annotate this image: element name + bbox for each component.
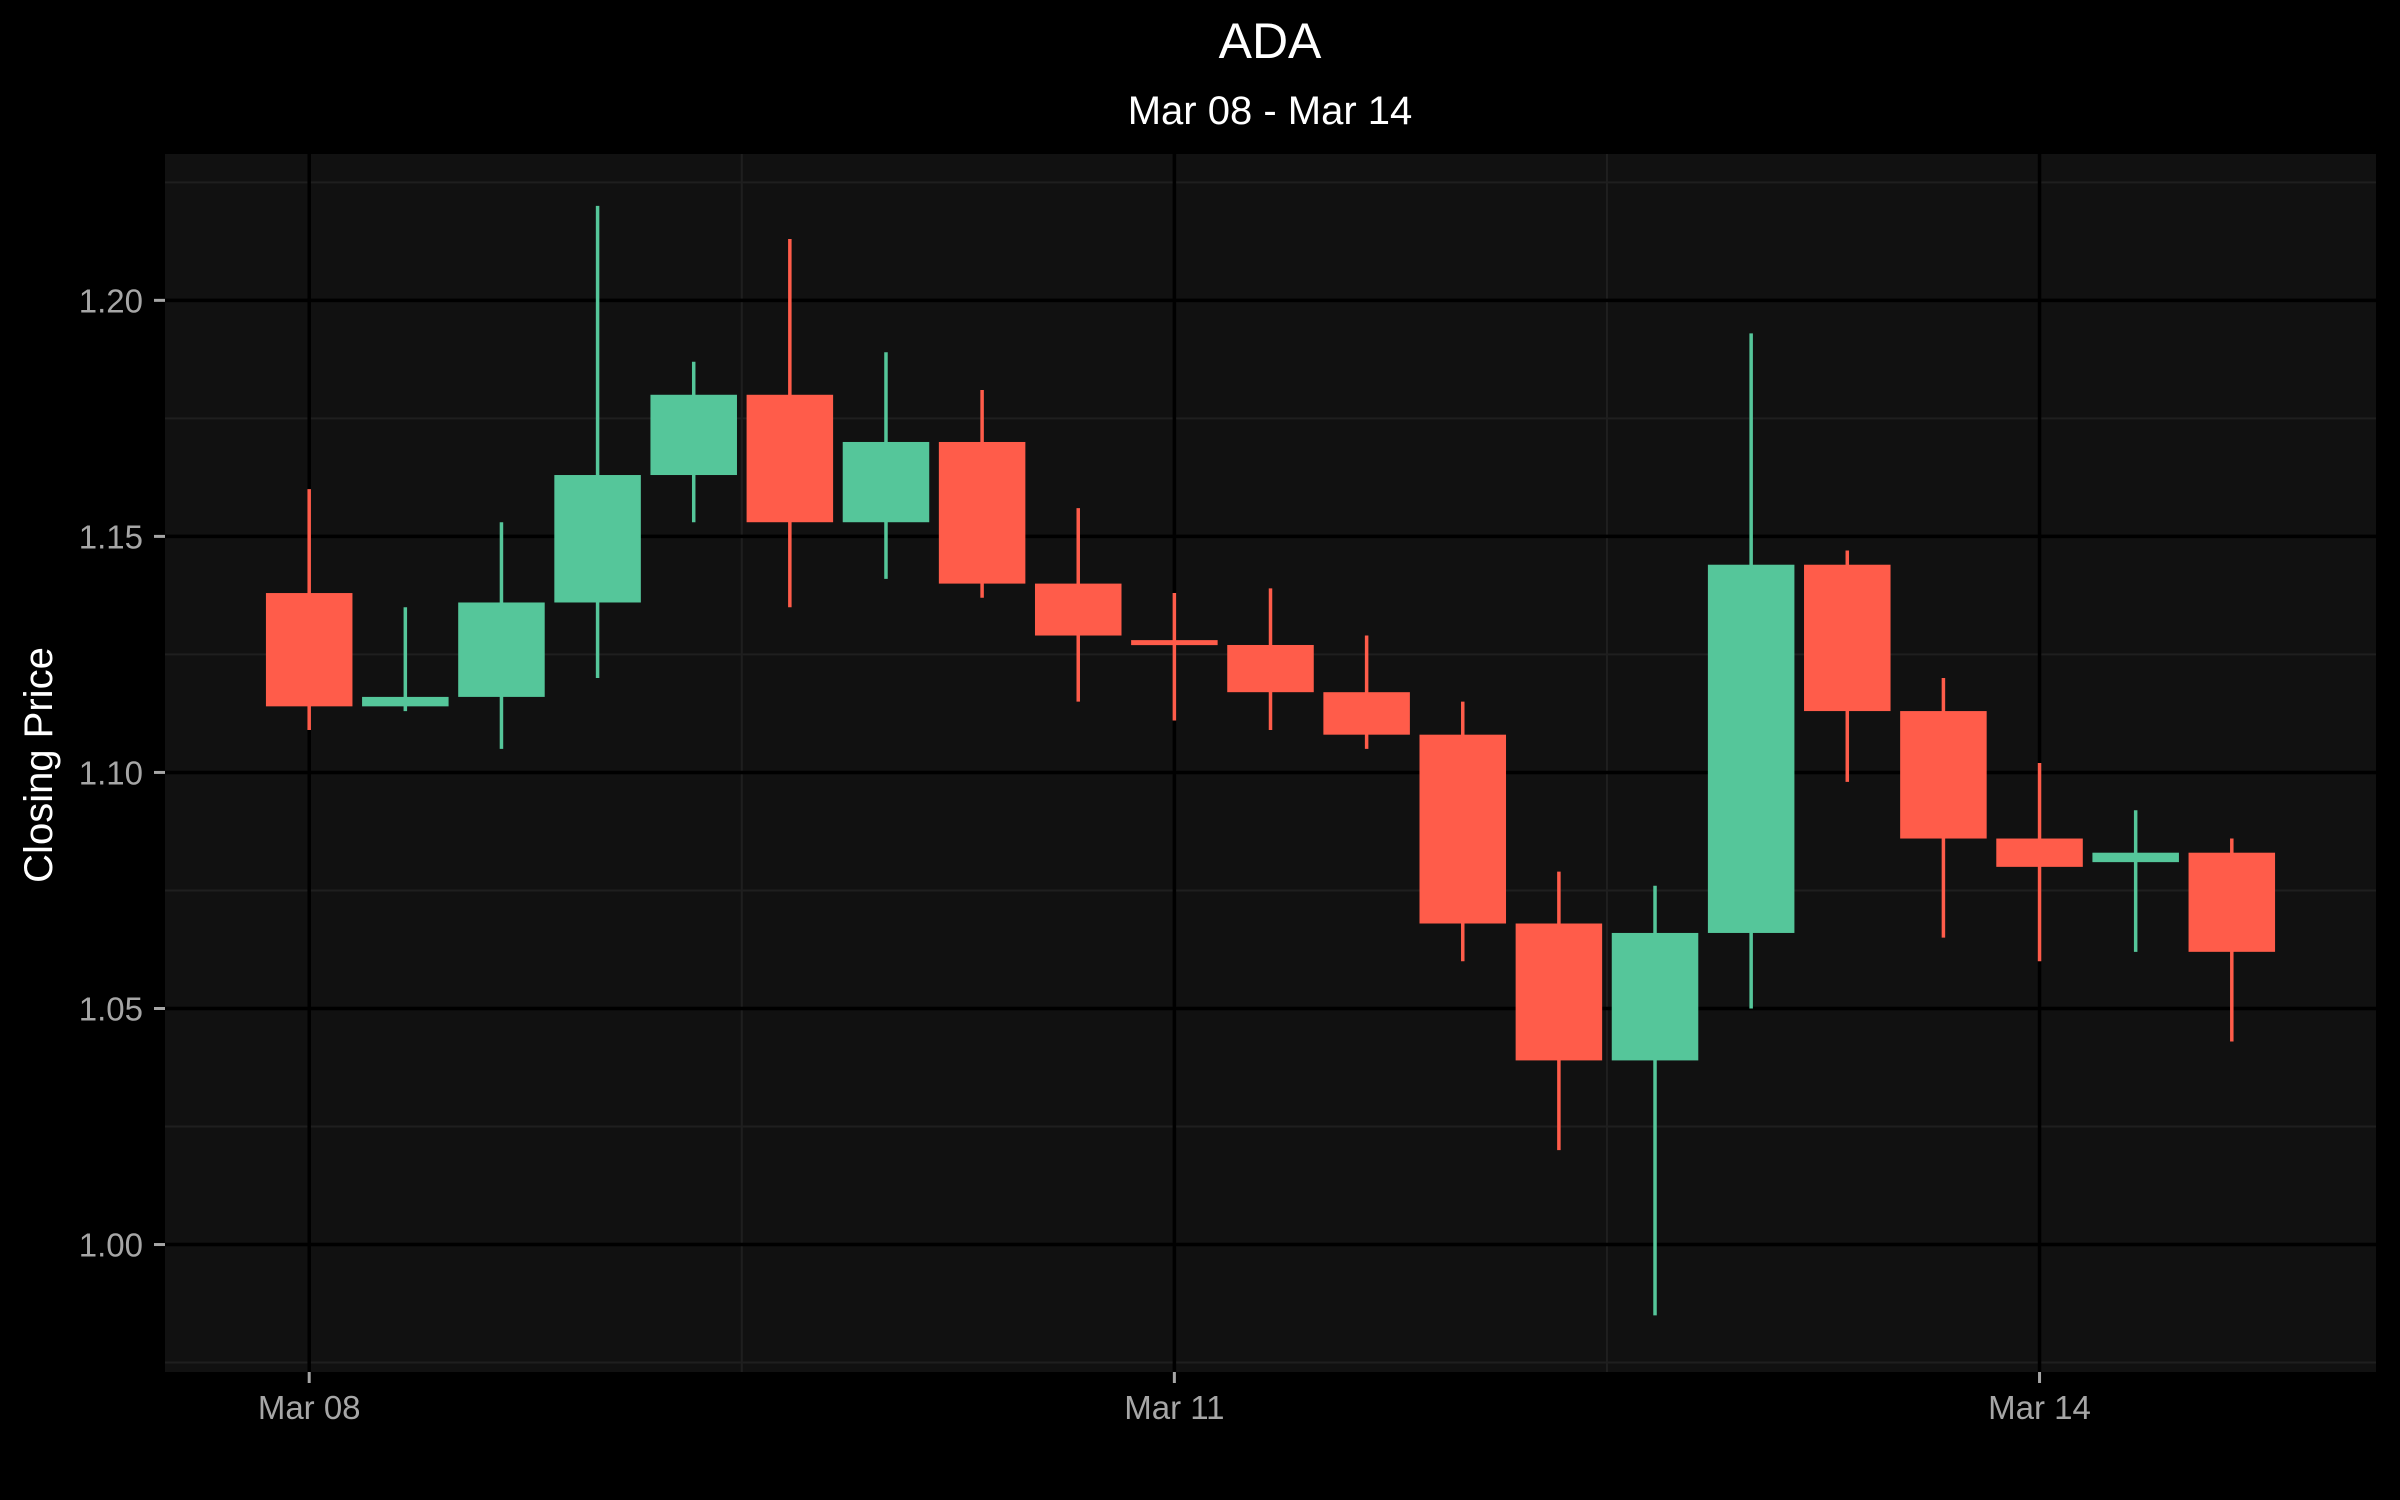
- x-tick-label: Mar 11: [1124, 1389, 1224, 1426]
- candle-body: [1131, 640, 1218, 646]
- candle-body: [554, 475, 641, 603]
- candle-body: [1227, 644, 1314, 693]
- candle-body: [1804, 564, 1891, 712]
- candle-body: [650, 394, 737, 476]
- candle-body: [842, 441, 930, 523]
- candle: [1419, 701, 1507, 962]
- plot-panel: [165, 154, 2376, 1372]
- candle-body: [746, 394, 834, 523]
- y-tick-label: 1.00: [79, 1227, 143, 1264]
- candle: [650, 361, 737, 523]
- candle: [1804, 550, 1891, 782]
- chart-title: ADA: [1219, 13, 1322, 69]
- candle: [938, 390, 1026, 598]
- candle: [458, 522, 545, 749]
- candle-body: [265, 593, 353, 707]
- candle-body: [1611, 932, 1699, 1061]
- candle: [746, 238, 834, 608]
- y-axis-label: Closing Price: [17, 647, 61, 883]
- candle-body: [2188, 852, 2276, 952]
- grid-lines: [165, 154, 2376, 1372]
- candle: [2188, 838, 2276, 1042]
- y-tick-label: 1.05: [79, 990, 143, 1027]
- candle-body: [1515, 923, 1603, 1061]
- candle: [1515, 871, 1603, 1151]
- candle: [1323, 635, 1410, 749]
- y-tick-label: 1.20: [79, 282, 143, 319]
- candle: [1034, 508, 1122, 702]
- candle: [554, 205, 641, 679]
- candle: [842, 352, 930, 579]
- candle-body: [458, 602, 545, 697]
- x-tick-label: Mar 14: [1988, 1389, 2091, 1426]
- candle-body: [1707, 564, 1795, 933]
- x-tick-label: Mar 08: [258, 1389, 361, 1426]
- candle-body: [1996, 838, 2083, 867]
- candle: [1131, 593, 1218, 721]
- candle: [1707, 333, 1795, 1009]
- axes: 1.00 1.05 1.10 1.15 1.20 Mar 08 Mar 11 Mar 14: [79, 282, 2091, 1426]
- candle: [1996, 763, 2083, 962]
- candle-body: [1419, 734, 1507, 924]
- candles: [265, 205, 2276, 1316]
- candle: [1227, 588, 1314, 730]
- candle: [1900, 678, 1987, 938]
- candle: [1611, 885, 1699, 1316]
- chart-subtitle: Mar 08 - Mar 14: [1128, 89, 1413, 133]
- y-tick-label: 1.15: [79, 518, 143, 555]
- plot-background: [165, 154, 2376, 1372]
- candle-body: [362, 696, 449, 707]
- candle-body: [1900, 711, 1987, 839]
- candle: [2092, 810, 2179, 952]
- candle-body: [2092, 852, 2179, 863]
- candle: [265, 489, 353, 730]
- candle: [362, 607, 449, 712]
- candle-body: [1034, 583, 1122, 636]
- candle-body: [1323, 692, 1410, 735]
- y-tick-label: 1.10: [79, 754, 143, 791]
- candle-body: [938, 441, 1026, 584]
